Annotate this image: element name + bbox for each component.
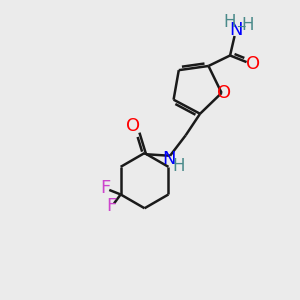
Text: F: F	[100, 179, 110, 197]
Text: H: H	[241, 16, 253, 34]
Text: H: H	[173, 157, 185, 175]
Text: O: O	[217, 84, 231, 102]
Text: N: N	[162, 150, 175, 168]
Text: H: H	[223, 13, 236, 31]
Text: F: F	[106, 197, 117, 215]
Text: N: N	[229, 21, 243, 39]
Text: O: O	[126, 117, 140, 135]
Text: O: O	[246, 55, 260, 73]
Text: ─: ─	[237, 20, 245, 34]
